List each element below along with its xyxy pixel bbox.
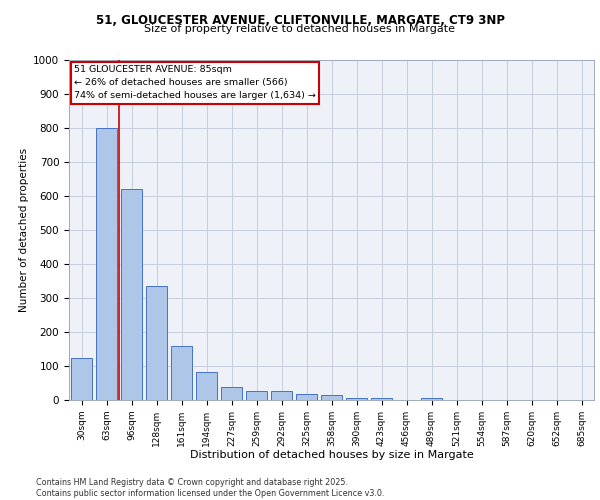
Text: 51, GLOUCESTER AVENUE, CLIFTONVILLE, MARGATE, CT9 3NP: 51, GLOUCESTER AVENUE, CLIFTONVILLE, MAR… (95, 14, 505, 27)
Bar (196, 372, 217, 400)
Bar (296, 394, 317, 400)
Bar (321, 395, 342, 400)
Bar (246, 391, 267, 400)
Bar (146, 286, 167, 400)
Bar (271, 391, 292, 400)
Bar (71, 358, 92, 400)
Bar (421, 398, 442, 400)
Text: Contains HM Land Registry data © Crown copyright and database right 2025.
Contai: Contains HM Land Registry data © Crown c… (36, 478, 385, 498)
Text: 51 GLOUCESTER AVENUE: 85sqm
← 26% of detached houses are smaller (566)
74% of se: 51 GLOUCESTER AVENUE: 85sqm ← 26% of det… (74, 65, 316, 100)
Bar (346, 398, 367, 400)
Bar (96, 128, 117, 400)
Bar (221, 387, 242, 400)
Y-axis label: Number of detached properties: Number of detached properties (19, 148, 29, 312)
Bar (371, 398, 392, 400)
X-axis label: Distribution of detached houses by size in Margate: Distribution of detached houses by size … (190, 450, 473, 460)
Bar (171, 346, 192, 400)
Text: Size of property relative to detached houses in Margate: Size of property relative to detached ho… (145, 24, 455, 34)
Bar (121, 189, 142, 400)
